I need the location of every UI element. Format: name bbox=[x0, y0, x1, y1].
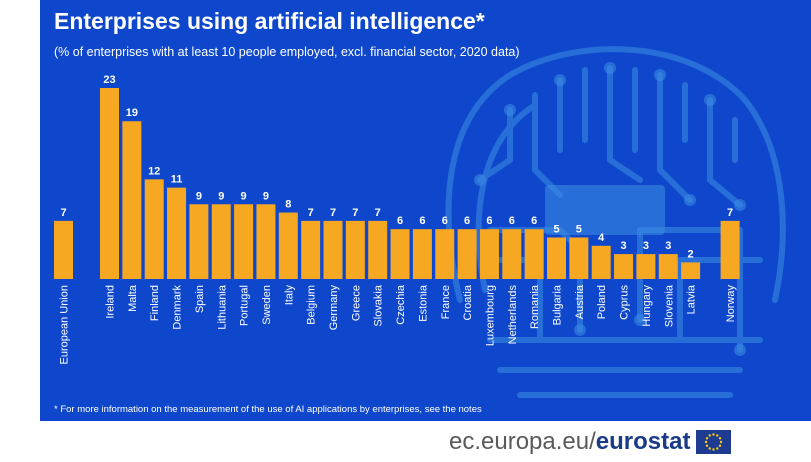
value-label-european-union: 7 bbox=[60, 207, 66, 219]
category-label-czechia: Czechia bbox=[395, 284, 407, 325]
value-label-croatia: 6 bbox=[464, 215, 470, 227]
category-label-bulgaria: Bulgaria bbox=[552, 284, 564, 325]
value-label-estonia: 6 bbox=[419, 215, 425, 227]
value-label-luxembourg: 6 bbox=[486, 215, 492, 227]
value-label-greece: 7 bbox=[352, 207, 358, 219]
category-label-ireland: Ireland bbox=[105, 285, 117, 319]
bar-estonia bbox=[412, 229, 432, 279]
category-label-netherlands: Netherlands bbox=[507, 285, 519, 345]
chart-panel: Enterprises using artificial intelligenc… bbox=[40, 0, 811, 421]
bar-denmark bbox=[167, 187, 187, 279]
value-label-czechia: 6 bbox=[397, 215, 403, 227]
bar-finland bbox=[144, 179, 164, 279]
bar-italy bbox=[278, 212, 298, 279]
value-label-austria: 5 bbox=[576, 223, 582, 235]
value-label-norway: 7 bbox=[727, 207, 733, 219]
bar-ireland bbox=[100, 88, 119, 279]
value-label-cyprus: 3 bbox=[620, 240, 626, 252]
bar-france bbox=[435, 229, 455, 279]
category-label-cyprus: Cyprus bbox=[619, 285, 631, 320]
category-label-luxembourg: Luxembourg bbox=[484, 285, 496, 346]
bar-netherlands bbox=[502, 229, 522, 279]
bar-bulgaria bbox=[547, 237, 566, 279]
bar-belgium bbox=[301, 220, 321, 279]
value-label-spain: 9 bbox=[196, 190, 202, 202]
category-label-lithuania: Lithuania bbox=[216, 284, 228, 330]
bar-czechia bbox=[390, 229, 410, 279]
value-label-denmark: 11 bbox=[171, 174, 183, 186]
footnote: * For more information on the measuremen… bbox=[54, 404, 482, 415]
value-label-lithuania: 9 bbox=[218, 190, 224, 202]
category-label-sweden: Sweden bbox=[261, 285, 273, 325]
category-label-malta: Malta bbox=[127, 284, 139, 312]
category-label-slovenia: Slovenia bbox=[663, 284, 675, 327]
bar-romania bbox=[524, 229, 544, 279]
bar-germany bbox=[323, 220, 343, 279]
category-label-croatia: Croatia bbox=[462, 284, 474, 320]
category-label-spain: Spain bbox=[194, 285, 206, 313]
category-label-germany: Germany bbox=[328, 285, 340, 331]
category-label-hungary: Hungary bbox=[641, 285, 653, 327]
category-label-estonia: Estonia bbox=[417, 284, 429, 322]
value-label-malta: 19 bbox=[126, 107, 138, 119]
category-label-slovakia: Slovakia bbox=[373, 284, 385, 326]
category-label-poland: Poland bbox=[596, 285, 608, 319]
value-label-belgium: 7 bbox=[308, 207, 314, 219]
value-label-portugal: 9 bbox=[241, 190, 247, 202]
bar-malta bbox=[122, 121, 142, 279]
bar-croatia bbox=[457, 229, 477, 279]
brand-name[interactable]: eurostat bbox=[595, 428, 691, 455]
bar-slovakia bbox=[368, 220, 388, 279]
category-label-austria: Austria bbox=[574, 284, 586, 319]
category-label-france: France bbox=[440, 285, 452, 319]
value-label-slovakia: 7 bbox=[375, 207, 381, 219]
bar-poland bbox=[591, 245, 611, 279]
category-label-belgium: Belgium bbox=[306, 285, 318, 325]
bar-hungary bbox=[636, 254, 656, 279]
value-label-ireland: 23 bbox=[103, 74, 115, 86]
bar-greece bbox=[345, 220, 365, 279]
eu-flag-icon bbox=[696, 430, 732, 454]
value-label-germany: 7 bbox=[330, 207, 336, 219]
chart-subtitle: (% of enterprises with at least 10 peopl… bbox=[54, 45, 520, 59]
category-label-finland: Finland bbox=[149, 285, 161, 321]
category-label-norway: Norway bbox=[725, 285, 737, 323]
bar-cyprus bbox=[614, 254, 634, 279]
bar-lithuania bbox=[211, 204, 231, 279]
bar-luxembourg bbox=[479, 229, 499, 279]
bar-spain bbox=[189, 204, 209, 279]
value-label-bulgaria: 5 bbox=[553, 223, 559, 235]
bar-portugal bbox=[234, 204, 254, 279]
bar-sweden bbox=[256, 204, 276, 279]
bar-norway bbox=[720, 220, 740, 279]
category-label-greece: Greece bbox=[350, 285, 362, 321]
value-label-finland: 12 bbox=[148, 165, 160, 177]
eurostat-branding[interactable]: ec.europa.eu/ eurostat bbox=[449, 423, 732, 461]
category-label-european-union: European Union bbox=[59, 285, 71, 365]
category-label-portugal: Portugal bbox=[239, 285, 251, 326]
value-label-france: 6 bbox=[442, 215, 448, 227]
value-label-netherlands: 6 bbox=[509, 215, 515, 227]
value-label-romania: 6 bbox=[531, 215, 537, 227]
ai-head-circuit-illustration bbox=[445, 46, 786, 398]
value-label-sweden: 9 bbox=[263, 190, 269, 202]
bar-slovenia bbox=[658, 254, 678, 279]
category-label-romania: Romania bbox=[529, 284, 541, 329]
value-label-italy: 8 bbox=[285, 199, 291, 211]
value-label-poland: 4 bbox=[598, 232, 605, 244]
bar-latvia bbox=[681, 262, 701, 279]
value-label-latvia: 2 bbox=[688, 248, 694, 260]
bar-european-union bbox=[54, 220, 73, 279]
chart-title: Enterprises using artificial intelligenc… bbox=[54, 8, 485, 34]
category-label-latvia: Latvia bbox=[686, 284, 698, 314]
bar-austria bbox=[569, 237, 589, 279]
category-label-denmark: Denmark bbox=[172, 285, 184, 330]
brand-url[interactable]: ec.europa.eu/ bbox=[449, 428, 596, 455]
value-label-hungary: 3 bbox=[643, 240, 649, 252]
category-label-italy: Italy bbox=[283, 285, 295, 306]
value-label-slovenia: 3 bbox=[665, 240, 671, 252]
